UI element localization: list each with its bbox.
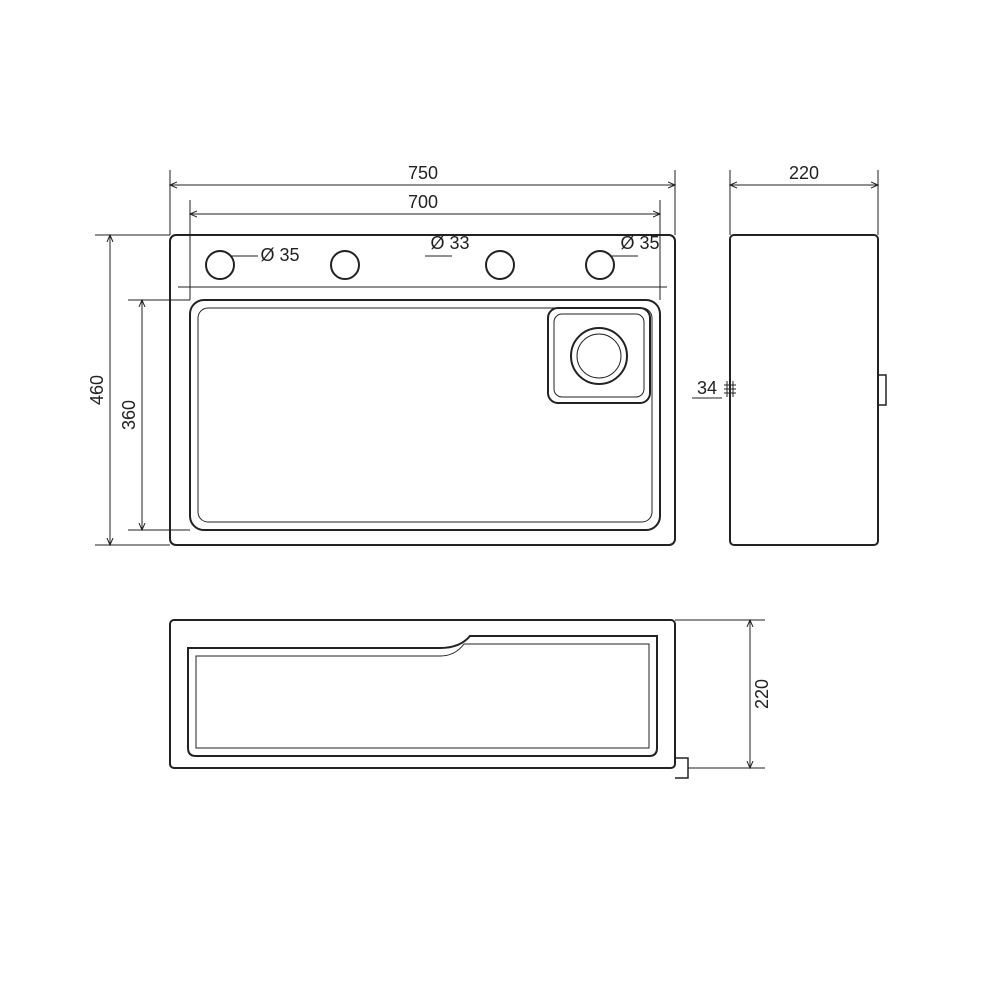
front-inner-liner [196, 644, 649, 748]
drain-inner [577, 334, 621, 378]
dim-700: 700 [408, 192, 438, 212]
label-d35-left: Ø 35 [260, 245, 299, 265]
technical-drawing: Ø 35 Ø 33 Ø 35 750 700 460 360 [0, 0, 1000, 1000]
top-view: Ø 35 Ø 33 Ø 35 [170, 233, 675, 545]
dim-top-height-inner: 360 [119, 300, 190, 530]
side-rect [730, 235, 878, 545]
dim-front-height: 220 [675, 620, 772, 768]
tap-hole-4 [586, 251, 614, 279]
top-outer-rect [170, 235, 675, 545]
dim-360: 360 [119, 400, 139, 430]
dim-460: 460 [87, 375, 107, 405]
front-view [170, 620, 688, 778]
side-lip [878, 375, 886, 405]
tap-hole-2 [331, 251, 359, 279]
tap-hole-3 [486, 251, 514, 279]
dim-side-220: 220 [789, 163, 819, 183]
dim-front-220: 220 [752, 679, 772, 709]
dim-top-height-outer: 460 [87, 235, 170, 545]
top-inner-bowl [190, 300, 660, 530]
front-outer-rect [170, 620, 675, 768]
dim-750: 750 [408, 163, 438, 183]
front-inner-profile [188, 636, 657, 756]
tap-hole-1 [206, 251, 234, 279]
dim-34: 34 [697, 378, 717, 398]
front-drain-lip [675, 758, 688, 778]
dim-side-width: 220 [730, 163, 878, 235]
side-view [724, 235, 886, 545]
small-bowl [548, 308, 650, 403]
drain-outer [571, 328, 627, 384]
label-d33: Ø 33 [430, 233, 469, 253]
label-d35-right: Ø 35 [620, 233, 659, 253]
